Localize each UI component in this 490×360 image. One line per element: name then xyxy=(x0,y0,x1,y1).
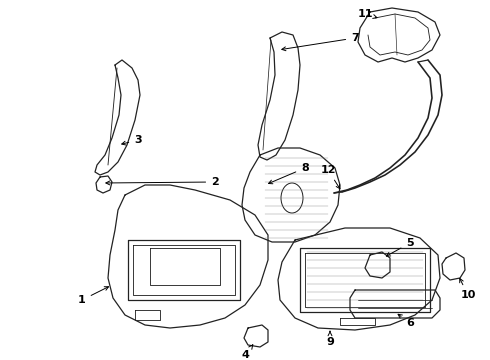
Text: 6: 6 xyxy=(398,314,414,328)
Text: 5: 5 xyxy=(387,238,414,256)
Text: 12: 12 xyxy=(320,165,340,189)
Text: 2: 2 xyxy=(106,177,219,187)
Text: 11: 11 xyxy=(357,9,377,19)
Text: 3: 3 xyxy=(122,135,142,145)
Text: 7: 7 xyxy=(282,33,359,51)
Text: 9: 9 xyxy=(326,331,334,347)
Text: 1: 1 xyxy=(78,287,109,305)
Text: 10: 10 xyxy=(460,278,476,300)
Text: 8: 8 xyxy=(269,163,309,184)
Text: 4: 4 xyxy=(241,345,253,360)
